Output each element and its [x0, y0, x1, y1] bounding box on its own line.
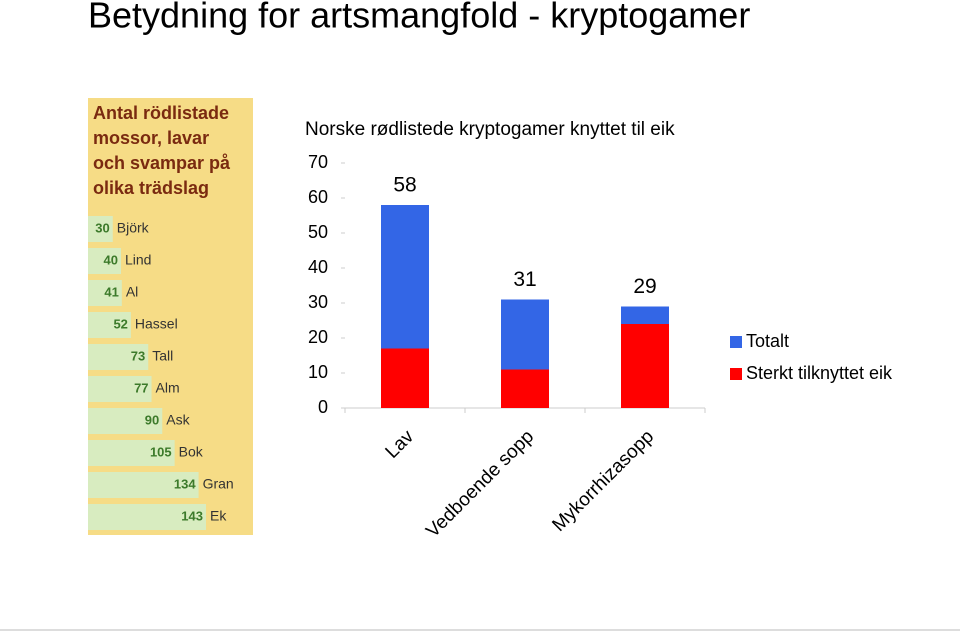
bar — [88, 248, 122, 274]
value-label: 90 — [145, 412, 159, 427]
value-label: 77 — [134, 380, 148, 395]
bar — [381, 348, 429, 408]
category-label: Ek — [210, 508, 227, 524]
x-tick-label: Vedboende sopp — [422, 426, 538, 542]
value-label: 134 — [174, 476, 196, 491]
y-tick-label: 0 — [318, 397, 328, 417]
category-label: Lind — [125, 252, 151, 268]
bar — [88, 504, 206, 530]
data-label: 58 — [393, 174, 416, 197]
category-label: Hassel — [135, 316, 178, 332]
y-tick-label: 20 — [308, 327, 328, 347]
bar — [88, 376, 152, 402]
bar — [88, 280, 122, 306]
category-label: Alm — [156, 380, 180, 396]
legend-swatch — [730, 336, 742, 348]
data-label: 29 — [633, 275, 656, 298]
bar — [88, 472, 199, 498]
category-label: Gran — [203, 476, 234, 492]
category-label: Tall — [152, 348, 173, 364]
y-tick-label: 30 — [308, 292, 328, 312]
y-tick-label: 60 — [308, 187, 328, 207]
y-tick-label: 40 — [308, 257, 328, 277]
legend-label: Totalt — [746, 331, 789, 351]
category-label: Al — [126, 284, 138, 300]
category-label: Björk — [117, 220, 150, 236]
slide-title: Betydning for artsmangfold - kryptogamer — [88, 0, 750, 36]
bar — [88, 216, 113, 242]
bar — [88, 312, 131, 338]
legend-swatch — [730, 368, 742, 380]
value-label: 73 — [131, 348, 145, 363]
value-label: 52 — [113, 316, 127, 331]
data-label: 31 — [513, 268, 536, 291]
y-tick-label: 10 — [308, 362, 328, 382]
value-label: 41 — [104, 284, 118, 299]
legend-label: Sterkt tilknyttet eik — [746, 363, 893, 383]
value-label: 30 — [95, 220, 109, 235]
category-label: Ask — [166, 412, 190, 428]
panel-title: Antal rödlistade mossor, lavar och svampar… — [93, 103, 231, 198]
x-tick-label: Lav — [382, 426, 419, 463]
y-tick-label: 50 — [308, 222, 328, 242]
bar — [88, 408, 163, 434]
bar — [621, 324, 669, 408]
bar — [88, 344, 149, 370]
bar — [501, 369, 549, 408]
value-label: 40 — [104, 252, 118, 267]
y-tick-label: 70 — [308, 152, 328, 172]
bar — [88, 440, 175, 466]
chart-title: Norske rødlistede kryptogamer knyttet ti… — [305, 119, 675, 140]
value-label: 143 — [181, 508, 203, 523]
category-label: Bok — [179, 444, 204, 460]
x-tick-label: Mykorrhizasopp — [548, 426, 658, 536]
value-label: 105 — [150, 444, 172, 459]
